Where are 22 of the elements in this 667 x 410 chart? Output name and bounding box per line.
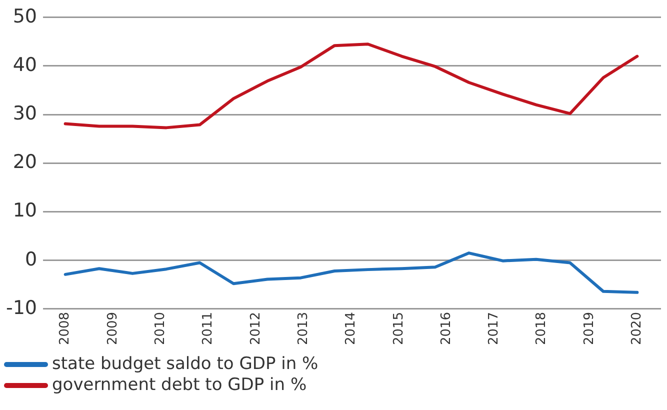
x-tick-label: 2016 xyxy=(438,312,454,346)
x-tick-label: 2010 xyxy=(153,312,168,346)
x-tick-label: 2018 xyxy=(534,312,550,346)
y-tick-label: -10 xyxy=(6,296,38,319)
y-tick-label: 20 xyxy=(12,151,38,174)
y-tick-label: 10 xyxy=(12,200,38,222)
x-tick-label: 2019 xyxy=(582,312,597,346)
x-tick-label: 2008 xyxy=(58,312,73,346)
x-tick-label: 2017 xyxy=(486,312,502,346)
y-tick-label: 40 xyxy=(12,54,38,76)
x-tick-label: 2020 xyxy=(630,312,645,346)
x-tick-label: 2013 xyxy=(296,312,311,346)
x-tick-label: 2009 xyxy=(105,312,120,346)
y-tick-label: 50 xyxy=(12,5,38,28)
x-tick-label: 2012 xyxy=(248,312,264,346)
y-tick-label: 30 xyxy=(12,102,38,125)
x-tick-label: 2015 xyxy=(391,312,406,346)
legend-label: government debt to GDP in % xyxy=(52,375,307,396)
x-tick-label: 2011 xyxy=(200,312,216,346)
x-tick-label: 2014 xyxy=(344,312,359,346)
legend-label: state budget saldo to GDP in % xyxy=(52,354,318,375)
y-tick-label: 0 xyxy=(24,248,38,270)
